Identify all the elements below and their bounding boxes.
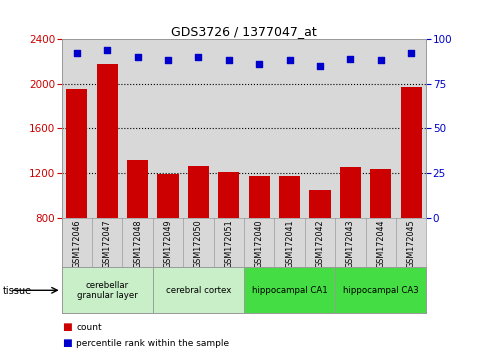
Bar [62, 267, 153, 313]
Point [347, 56, 354, 62]
Text: hippocampal CA3: hippocampal CA3 [343, 286, 419, 295]
Text: GSM172042: GSM172042 [316, 220, 324, 268]
Point [407, 50, 415, 56]
Bar [244, 267, 335, 313]
Text: GSM172045: GSM172045 [407, 220, 416, 268]
Bar [248, 176, 270, 307]
Bar [335, 267, 426, 313]
Text: GSM172046: GSM172046 [72, 220, 81, 268]
Bar [218, 172, 240, 307]
Point [286, 58, 294, 63]
Text: GSM172044: GSM172044 [376, 220, 386, 268]
Point [194, 54, 203, 59]
Text: count: count [76, 323, 102, 332]
Text: cerebellar
granular layer: cerebellar granular layer [77, 281, 138, 300]
Point [134, 54, 141, 59]
Point [377, 58, 385, 63]
Text: GSM172051: GSM172051 [224, 220, 233, 268]
Point [255, 61, 263, 67]
Point [164, 58, 172, 63]
Text: GSM172043: GSM172043 [346, 220, 355, 268]
Bar [401, 87, 422, 307]
Title: GDS3726 / 1377047_at: GDS3726 / 1377047_at [171, 25, 317, 38]
Bar [370, 169, 391, 307]
Text: cerebral cortex: cerebral cortex [166, 286, 231, 295]
Bar [279, 176, 300, 307]
Bar [188, 166, 209, 307]
Bar [97, 63, 118, 307]
Text: GSM172049: GSM172049 [164, 220, 173, 268]
Bar [310, 190, 331, 307]
Text: GSM172047: GSM172047 [103, 220, 112, 268]
Text: percentile rank within the sample: percentile rank within the sample [76, 339, 230, 348]
Text: ■: ■ [62, 338, 71, 348]
Text: hippocampal CA1: hippocampal CA1 [252, 286, 327, 295]
Text: GSM172050: GSM172050 [194, 220, 203, 268]
Text: GSM172040: GSM172040 [255, 220, 264, 268]
Bar [153, 267, 244, 313]
Bar [66, 89, 87, 307]
Point [316, 63, 324, 69]
Point [103, 47, 111, 52]
Bar [157, 173, 178, 307]
Point [225, 58, 233, 63]
Bar [127, 160, 148, 307]
Bar [340, 167, 361, 307]
Text: ■: ■ [62, 322, 71, 332]
Text: GSM172048: GSM172048 [133, 220, 142, 268]
Text: tissue: tissue [2, 286, 32, 296]
Text: GSM172041: GSM172041 [285, 220, 294, 268]
Point [73, 50, 81, 56]
